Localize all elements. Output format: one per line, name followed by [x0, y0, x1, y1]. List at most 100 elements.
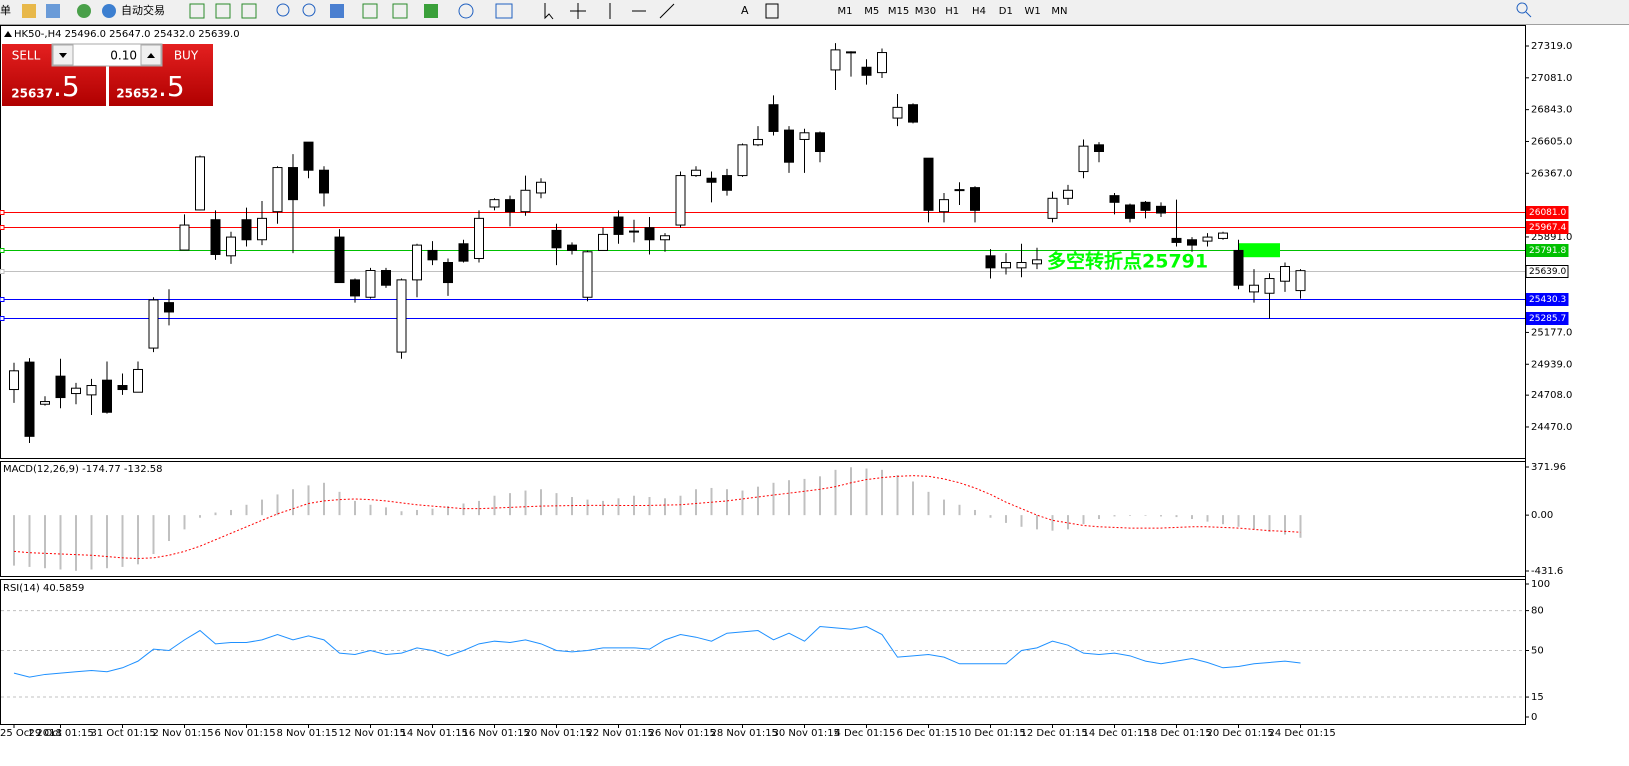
timeframe[interactable]: M5	[864, 6, 879, 17]
level-label: 25639.0	[1529, 267, 1566, 277]
icon[interactable]	[215, 3, 231, 19]
candle-body	[505, 199, 515, 213]
y-tick-label: 25891.0	[1531, 232, 1572, 243]
macd-bar	[1268, 515, 1271, 532]
lot-value[interactable]: 0.10	[110, 49, 137, 63]
chart-area	[0, 25, 1526, 725]
icon[interactable]	[330, 4, 344, 18]
icon[interactable]	[302, 3, 316, 17]
macd-bar	[555, 493, 558, 516]
timeframe[interactable]: M15	[888, 6, 909, 17]
icon[interactable]	[362, 3, 378, 19]
pivot-marker	[1238, 243, 1280, 258]
candle-body	[954, 189, 965, 192]
candle-body	[443, 261, 453, 284]
timeframe[interactable]: M30	[915, 6, 936, 17]
collapse-icon[interactable]	[4, 31, 12, 37]
macd-bar	[1175, 515, 1178, 518]
level-handle	[0, 225, 5, 230]
y-tick-label: 371.96	[1531, 462, 1566, 473]
icon[interactable]	[102, 4, 116, 18]
icon[interactable]	[609, 3, 675, 19]
icon[interactable]	[458, 3, 474, 19]
candle-body	[1140, 201, 1151, 211]
y-tick-label: 100	[1531, 579, 1550, 590]
x-tick-label: 14 Dec 01:15	[1083, 728, 1150, 739]
icon[interactable]	[392, 3, 408, 19]
macd-bar	[1082, 515, 1085, 525]
rsi-title: RSI(14) 40.5859	[3, 583, 84, 594]
signal-line	[13, 475, 1301, 559]
icon[interactable]	[22, 4, 36, 18]
timeframe[interactable]: H4	[972, 6, 986, 17]
icon[interactable]	[765, 3, 779, 19]
macd-bar	[819, 476, 821, 516]
icon[interactable]	[570, 3, 586, 19]
macd-bar	[90, 515, 93, 570]
macd-bar	[199, 515, 201, 518]
rsi-line	[13, 626, 1301, 678]
macd-bar	[586, 499, 589, 516]
timeframe[interactable]: MN	[1051, 6, 1067, 17]
icon[interactable]	[544, 3, 554, 20]
timeframe[interactable]: H1	[945, 6, 959, 17]
macd-bar	[772, 482, 775, 516]
icon[interactable]	[241, 3, 257, 19]
candle-body	[598, 233, 608, 251]
auto-trading[interactable]: 自动交易	[121, 3, 165, 17]
macd-bar	[431, 508, 434, 516]
candle-body	[1109, 195, 1120, 203]
macd-bar	[958, 504, 961, 516]
lot-field[interactable]	[51, 43, 163, 67]
icon[interactable]	[46, 4, 60, 18]
candle-body	[815, 132, 825, 153]
macd-bar	[679, 495, 682, 516]
menu[interactable]: 单	[0, 4, 11, 17]
candle-body	[474, 217, 484, 259]
candle-body	[1249, 284, 1259, 293]
y-tick-label: 15	[1531, 692, 1544, 703]
y-tick-label: 26843.0	[1531, 105, 1572, 116]
macd-bar	[1222, 515, 1224, 525]
macd-bar	[416, 509, 418, 516]
timeframe[interactable]: M1	[838, 6, 853, 17]
macd-window	[0, 461, 1526, 577]
candle-body	[582, 251, 593, 298]
icon[interactable]	[276, 3, 290, 17]
icon[interactable]	[1516, 2, 1532, 18]
icon[interactable]	[189, 3, 205, 19]
candle-body	[117, 385, 128, 391]
candle-body	[660, 235, 670, 241]
candle-body	[1264, 278, 1275, 294]
candle-body	[768, 104, 779, 132]
y-tick-label: 80	[1531, 606, 1544, 617]
macd-bar	[28, 515, 31, 567]
macd-bar	[943, 499, 945, 516]
macd-bar	[741, 490, 744, 516]
icon[interactable]	[495, 3, 513, 19]
sell-button[interactable]: SELL	[12, 49, 41, 63]
candle-body	[892, 106, 903, 119]
candle-body	[303, 141, 314, 171]
text-tool[interactable]: A	[741, 4, 749, 17]
icon[interactable]	[77, 4, 91, 18]
macd-bar	[478, 500, 480, 516]
macd-bar	[1098, 515, 1100, 520]
icon[interactable]	[424, 4, 438, 18]
candle-body	[846, 51, 856, 54]
candle-body	[257, 217, 267, 241]
level-label: 25967.4	[1529, 223, 1566, 233]
timeframe[interactable]: D1	[999, 6, 1013, 17]
x-tick-label: 24 Dec 01:15	[1269, 728, 1336, 739]
candle-body	[1202, 236, 1213, 242]
timeframe[interactable]: W1	[1024, 6, 1040, 17]
macd-bar	[168, 515, 170, 542]
level-label: 25285.7	[1529, 314, 1566, 324]
candle-body	[1280, 266, 1290, 282]
candle-body	[1156, 205, 1166, 214]
macd-bar	[245, 504, 248, 516]
macd-bar	[1129, 515, 1131, 516]
candle-body	[784, 129, 794, 163]
sell-fraction: .5	[53, 70, 80, 103]
buy-button[interactable]: BUY	[174, 49, 199, 63]
